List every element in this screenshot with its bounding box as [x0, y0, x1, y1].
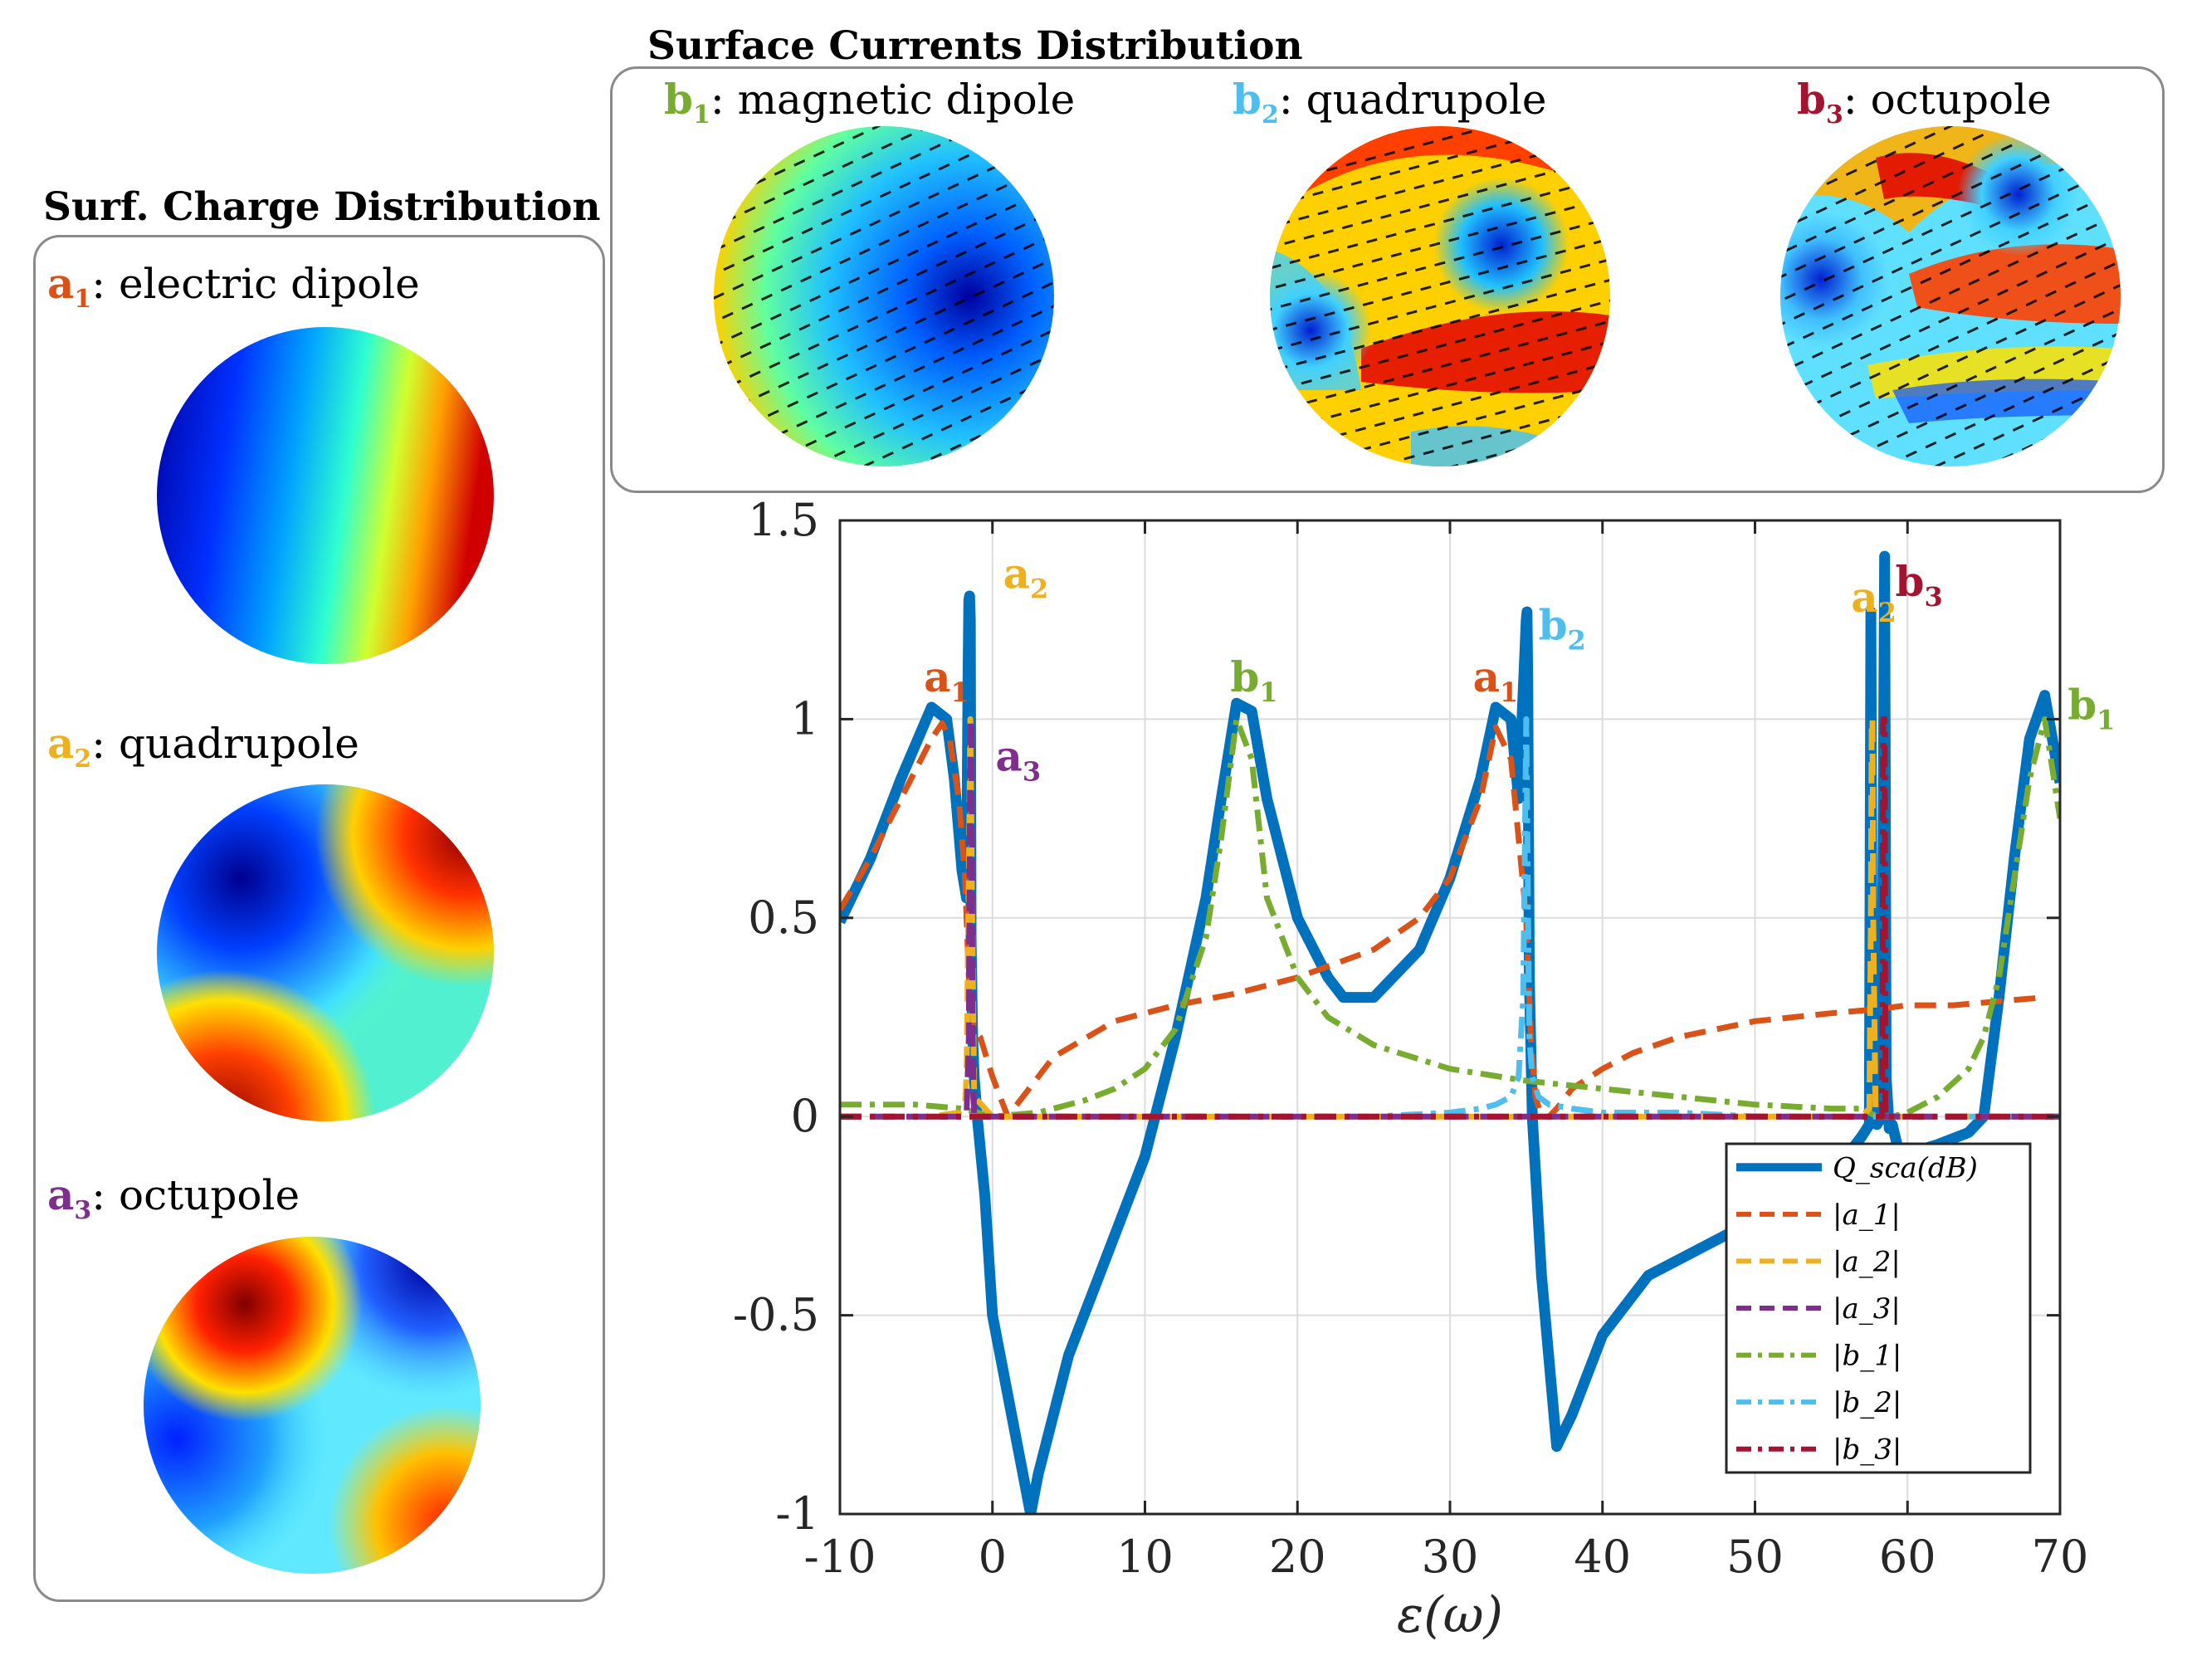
x-tick-label: -10 — [804, 1531, 876, 1583]
sphere-b2 — [1270, 126, 1610, 466]
series-line-4 — [840, 715, 2060, 1120]
peak-annotation: a1 — [924, 652, 969, 708]
y-tick-label: 1 — [791, 692, 819, 745]
y-tick-label: -0.5 — [733, 1289, 819, 1341]
legend-label: |a_2| — [1833, 1245, 1901, 1278]
legend — [1725, 1142, 2032, 1474]
x-tick-label: 20 — [1269, 1531, 1326, 1583]
series-line-2 — [840, 720, 2045, 1120]
label-symbol: b3 — [1797, 75, 1843, 129]
label-text: : electric dipole — [91, 260, 420, 308]
peak-annotation: b1 — [2067, 680, 2115, 735]
label-text: : quadrupole — [1278, 76, 1547, 124]
label-text: : octupole — [1843, 76, 2052, 124]
label-text: : magnetic dipole — [710, 76, 1076, 124]
series-group — [840, 550, 2060, 1514]
peak-annotation: b2 — [1539, 601, 1586, 657]
current-label-b1: b1: magnetic dipole — [664, 75, 1075, 129]
legend-label: Q_sca(dB) — [1833, 1151, 1978, 1184]
sphere-b3 — [1780, 126, 2121, 466]
label-symbol: a2 — [47, 719, 92, 774]
current-panel-title: Surface Currents Distribution — [647, 23, 1303, 69]
x-tick-label: 70 — [2032, 1531, 2089, 1583]
legend-label: |b_2| — [1833, 1386, 1901, 1419]
peak-annotation: b1 — [1230, 652, 1277, 708]
current-label-b3: b3: octupole — [1797, 75, 2052, 129]
legend-label: |b_3| — [1833, 1433, 1901, 1467]
x-axis-label: ε(ω) — [1397, 1586, 1503, 1644]
x-tick-label: 50 — [1726, 1531, 1784, 1583]
label-symbol: b1 — [664, 75, 710, 129]
y-tick-label: -1 — [775, 1487, 819, 1540]
x-tick-label: 30 — [1422, 1531, 1479, 1583]
sphere-a2 — [157, 784, 494, 1121]
sphere-a3 — [144, 1237, 481, 1574]
legend-label: |a_1| — [1833, 1199, 1901, 1232]
x-tick-label: 0 — [979, 1531, 1007, 1583]
sphere-b1 — [714, 126, 1054, 466]
series-line-6 — [840, 715, 2060, 1120]
y-tick-label: 0.5 — [748, 891, 819, 944]
legend-label: |b_1| — [1833, 1340, 1901, 1373]
series-line-7 — [840, 715, 2060, 1120]
series-line-5 — [840, 715, 2060, 1120]
label-symbol: a1 — [47, 259, 92, 314]
peak-annotation: b3 — [1896, 557, 1943, 613]
charge-label-a2: a2: quadrupole — [47, 719, 359, 774]
sphere-a1 — [157, 327, 494, 664]
y-tick-label: 0 — [791, 1090, 819, 1142]
x-tick-label: 60 — [1879, 1531, 1936, 1583]
current-label-b2: b2: quadrupole — [1233, 75, 1546, 129]
label-text: : quadrupole — [91, 720, 359, 768]
charge-label-a3: a3: octupole — [47, 1170, 300, 1225]
peak-annotation: a3 — [995, 732, 1041, 788]
peak-annotation: a2 — [1003, 549, 1049, 604]
peak-annotation: a1 — [1473, 652, 1519, 708]
label-symbol: a3 — [47, 1170, 92, 1225]
x-tick-label: 10 — [1116, 1531, 1174, 1583]
charge-label-a1: a1: electric dipole — [47, 259, 420, 314]
x-tick-label: 40 — [1574, 1531, 1631, 1583]
peak-annotation: a2 — [1851, 573, 1897, 628]
charge-panel-title: Surf. Charge Distribution — [43, 184, 601, 230]
y-tick-label: 1.5 — [748, 494, 819, 546]
legend-label: |a_3| — [1833, 1292, 1901, 1326]
label-text: : octupole — [91, 1171, 300, 1219]
label-symbol: b2 — [1233, 75, 1279, 129]
